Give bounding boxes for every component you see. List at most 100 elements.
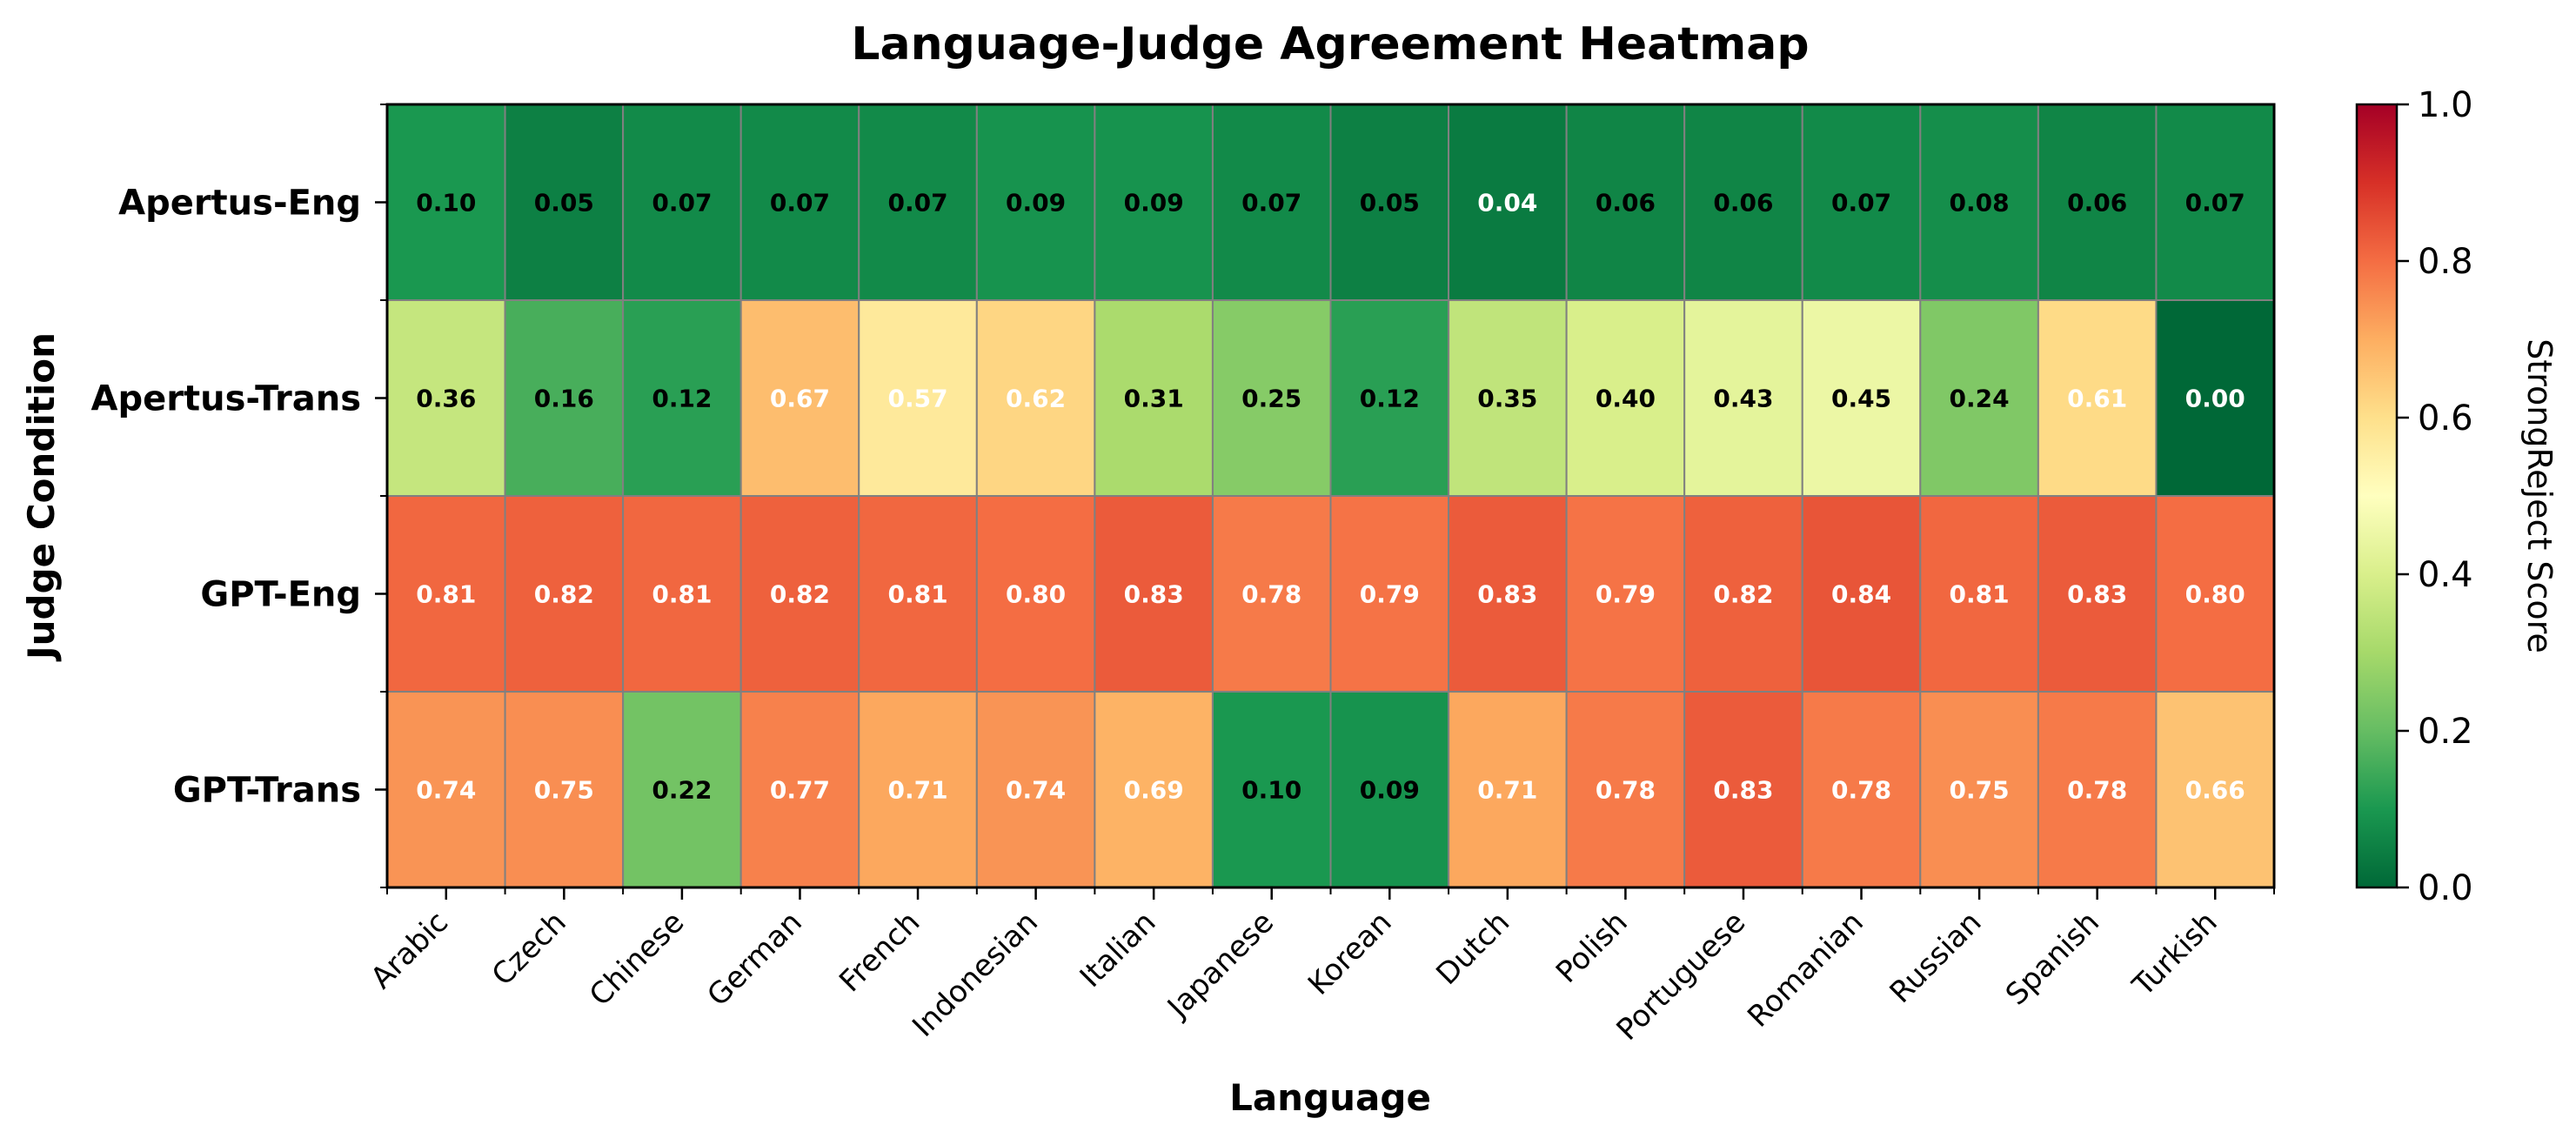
cell-value-label: 0.05 [534,189,594,218]
heatmap-cell [386,299,506,497]
heatmap-cell [739,104,860,301]
cell-value-label: 0.71 [1477,776,1537,805]
column-label: Spanish [1999,905,2106,1012]
column-label: Polish [1549,905,1635,990]
column-label: Chinese [583,905,691,1013]
y-axis-label: Judge Condition [20,332,63,662]
cell-value-label: 0.22 [652,776,712,805]
row-label: GPT-Eng [200,575,361,615]
cell-value-label: 0.16 [534,385,594,413]
heatmap-cell-labels: 0.10 0.05 0.07 0.07 0.07 0.09 0.09 0.07 0.05 0.04… [416,189,2245,805]
heatmap-cell [1801,691,1922,888]
column-labels: Arabic Czech Chinese German FrenchIndonesian… [365,905,2225,1048]
heatmap-cell [975,104,1096,301]
heatmap-cell [1801,495,1922,693]
heatmap-cell [622,299,742,497]
cell-value-label: 0.83 [1477,580,1537,609]
cell-value-label: 0.80 [1006,580,1066,609]
cell-value-label: 0.43 [1713,385,1773,413]
cell-value-label: 0.07 [770,189,830,218]
cell-value-label: 0.07 [652,189,712,218]
colorbar-tick-label: 0.8 [2418,242,2473,282]
heatmap-cell [1919,495,2039,693]
cell-value-label: 0.75 [534,776,594,805]
cell-value-label: 0.07 [887,189,947,218]
heatmap-cell [739,299,860,497]
cell-value-label: 0.81 [652,580,712,609]
cell-value-label: 0.35 [1477,385,1537,413]
heatmap-cell [858,691,978,888]
cell-value-label: 0.07 [1831,189,1891,218]
colorbar-tick-label: 0.0 [2418,868,2473,908]
colorbar-tick-label: 1.0 [2418,85,2473,125]
column-label: French [833,905,927,999]
cell-value-label: 0.04 [1477,189,1537,218]
cell-value-label: 0.81 [416,580,476,609]
x-axis-label: Language [1229,1076,1431,1119]
heatmap-cell [1565,495,1686,693]
cell-value-label: 0.74 [1006,776,1066,805]
heatmap-cell [1565,691,1686,888]
cell-value-label: 0.09 [1360,776,1420,805]
heatmap-cell [739,495,860,693]
heatmap-cell [622,495,742,693]
heatmap-cell [1683,104,1803,301]
column-label: Arabic [365,905,456,996]
heatmap-cell [1448,104,1568,301]
column-label: Indonesian [906,905,1045,1044]
cell-value-label: 0.83 [1713,776,1773,805]
cell-value-label: 0.08 [1950,189,2010,218]
heatmap-cell [1565,299,1686,497]
heatmap-cells [386,104,2275,888]
heatmap-cell [1211,104,1332,301]
column-label: Turkish [2125,905,2225,1004]
column-label: Italian [1074,905,1163,994]
cell-value-label: 0.78 [1596,776,1656,805]
heatmap-cell [1329,691,1450,888]
heatmap-cell [2155,495,2275,693]
cell-value-label: 0.57 [887,385,947,413]
cell-value-label: 0.82 [1713,580,1773,609]
heatmap-cell [622,691,742,888]
row-label: Apertus-Trans [91,379,361,419]
row-labels: Apertus-Eng Apertus-Trans GPT-Eng GPT-Trans [91,184,361,811]
row-label: Apertus-Eng [118,184,361,224]
heatmap-cell [2037,495,2158,693]
heatmap-cell [1211,495,1332,693]
cell-value-label: 0.45 [1831,385,1891,413]
column-label: German [700,905,809,1014]
column-label: Portuguese [1610,905,1753,1048]
cell-value-label: 0.06 [1596,189,1656,218]
column-label: Japanese [1160,905,1281,1026]
cell-value-label: 0.25 [1241,385,1301,413]
cell-value-label: 0.67 [770,385,830,413]
heatmap-cell [504,299,625,497]
heatmap-cell [1211,691,1332,888]
colorbar-tick-label: 0.4 [2418,555,2473,595]
heatmap-cell [858,495,978,693]
cell-value-label: 0.06 [2067,189,2127,218]
cell-value-label: 0.79 [1360,580,1420,609]
cell-value-label: 0.10 [416,189,476,218]
heatmap-cell [975,299,1096,497]
column-label: Korean [1301,905,1399,1002]
chart-title: Language-Judge Agreement Heatmap [851,18,1809,70]
cell-value-label: 0.75 [1950,776,2010,805]
cell-value-label: 0.05 [1360,189,1420,218]
cell-value-label: 0.81 [887,580,947,609]
column-label: Romanian [1741,905,1870,1035]
cell-value-label: 0.77 [770,776,830,805]
colorbar-ticks: 0.0 0.2 0.4 0.6 0.8 1.0 [2397,85,2473,908]
heatmap-cell [975,691,1096,888]
heatmap-cell [2155,104,2275,301]
cell-value-label: 0.36 [416,385,476,413]
axis-ticks [375,104,2275,900]
heatmap-cell [1094,495,1214,693]
colorbar [2355,103,2399,889]
cell-value-label: 0.81 [1950,580,2010,609]
heatmap-cell [975,495,1096,693]
cell-value-label: 0.24 [1950,385,2010,413]
cell-value-label: 0.74 [416,776,476,805]
colorbar-tick-label: 0.6 [2418,398,2473,439]
cell-value-label: 0.06 [1713,189,1773,218]
